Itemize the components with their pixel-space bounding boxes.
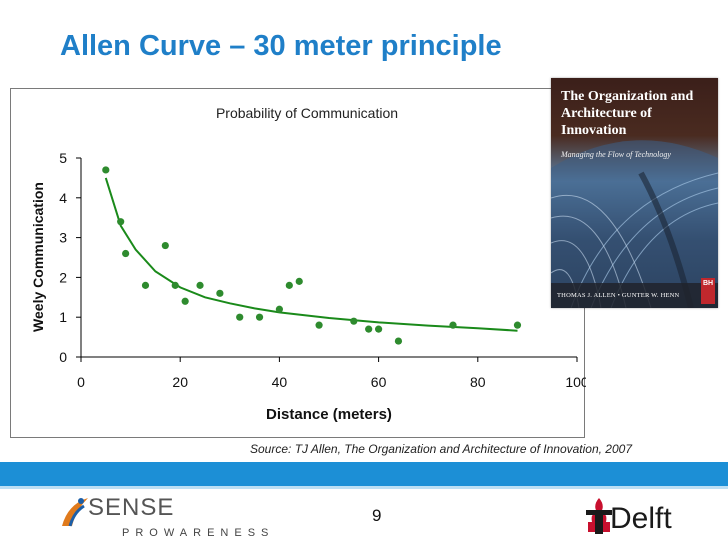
isense-logo-word: SENSE: [88, 494, 175, 521]
y-axis-label: Weely Communication: [30, 182, 46, 332]
y-tick-label: 4: [59, 190, 67, 206]
page-number: 9: [372, 506, 382, 525]
x-tick-label: 60: [371, 374, 387, 390]
y-tick-label: 0: [59, 349, 67, 365]
data-point: [196, 281, 204, 289]
data-point: [216, 289, 224, 297]
y-tick-label: 2: [59, 269, 67, 285]
x-tick-label: 100: [565, 374, 586, 390]
scatter-chart: Probability of Communication 0 20 40 60 80 10…: [30, 105, 586, 423]
data-point: [365, 325, 373, 333]
isense-logo: SENSE PROWARENESS: [58, 494, 298, 540]
x-tick-label: 80: [470, 374, 486, 390]
data-point: [255, 313, 264, 321]
data-point: [236, 313, 244, 321]
x-tick-label: 40: [272, 374, 288, 390]
book-cover-art: [551, 78, 718, 308]
x-tick-label: 20: [172, 374, 188, 390]
isense-emblem-icon: [62, 498, 88, 527]
data-point: [375, 325, 383, 333]
isense-logo-tagline: PROWARENESS: [122, 527, 275, 539]
book-authors: THOMAS J. ALLEN • GUNTER W. HENN: [557, 292, 680, 299]
source-citation: Source: TJ Allen, The Organization and A…: [250, 442, 632, 456]
chart-title: Probability of Communication: [216, 105, 398, 121]
footer-band-accent: [0, 486, 728, 489]
data-point: [285, 281, 293, 289]
data-point: [449, 321, 457, 329]
tudelft-flame-icon: [586, 498, 612, 534]
book-title: The Organization and Architecture of Inn…: [561, 89, 694, 138]
data-point: [102, 166, 110, 174]
x-axis-label: Distance (meters): [266, 406, 392, 423]
y-tick-label: 1: [59, 309, 67, 325]
footer-band: [0, 462, 728, 486]
data-point: [394, 337, 403, 345]
data-point: [295, 277, 303, 285]
slide-title: Allen Curve – 30 meter principle: [60, 30, 502, 62]
data-point: [141, 281, 150, 289]
data-point: [161, 241, 169, 250]
data-point: [275, 305, 283, 313]
publisher-logo: BH: [701, 278, 715, 304]
data-point: [181, 297, 189, 305]
data-point: [350, 317, 358, 325]
data-point: [117, 218, 125, 226]
tudelft-logo-word: Delft: [610, 502, 672, 535]
data-point: [171, 281, 179, 289]
data-point: [513, 321, 522, 329]
data-point: [122, 249, 130, 258]
tudelft-logo: Delft: [584, 496, 724, 542]
trend-line: [104, 177, 518, 332]
book-cover-image: The Organization and Architecture of Inn…: [551, 78, 718, 308]
y-tick-label: 5: [59, 150, 67, 166]
data-point: [315, 321, 323, 329]
book-subtitle: Managing the Flow of Technology: [561, 150, 671, 159]
chart-frame: Probability of Communication 0 20 40 60 80 10…: [10, 88, 586, 438]
y-tick-label: 3: [59, 230, 67, 246]
x-tick-label: 0: [77, 374, 85, 390]
